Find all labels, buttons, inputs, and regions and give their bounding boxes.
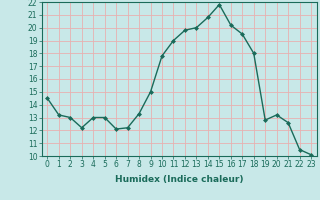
X-axis label: Humidex (Indice chaleur): Humidex (Indice chaleur) — [115, 175, 244, 184]
